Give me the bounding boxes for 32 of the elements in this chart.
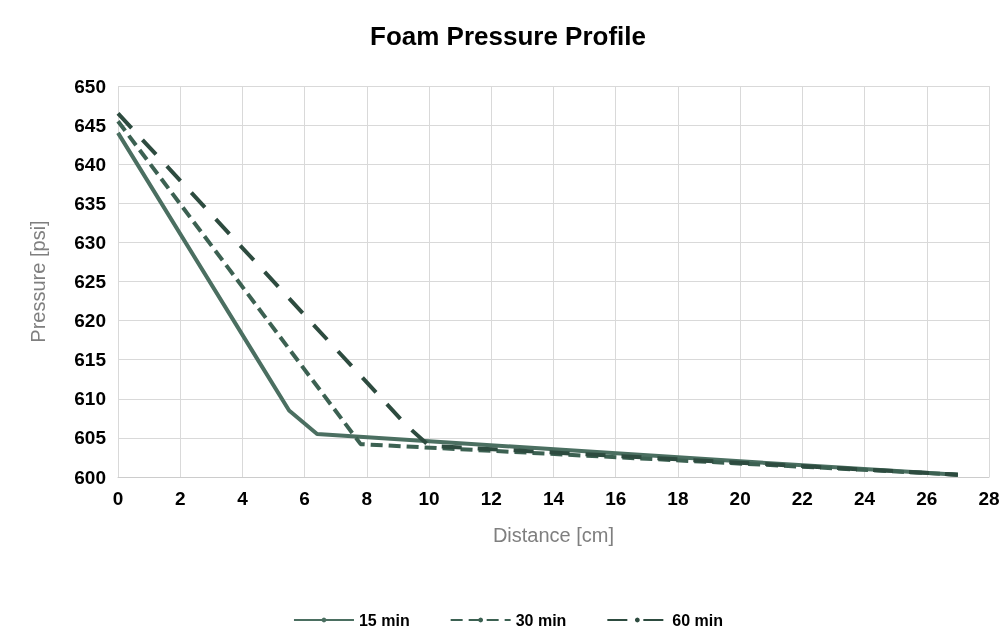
x-tick-label: 16 [605,488,627,509]
x-tick-label: 14 [542,488,565,509]
x-tick-label: 0 [112,488,124,509]
x-tick-label: 18 [667,488,689,509]
y-tick-label: 630 [74,231,106,253]
y-tick-label: 600 [74,466,106,488]
y-tick-label: 635 [74,192,107,214]
x-tick-label: 24 [854,488,876,509]
x-tick-label: 28 [978,488,1000,509]
x-tick-label: 10 [418,488,440,509]
y-tick-label: 610 [74,388,106,410]
legend-label: 60 min [672,611,724,629]
x-tick-label: 8 [361,488,373,509]
y-tick-label: 645 [74,114,107,136]
y-tick-label: 625 [74,271,107,292]
x-axis-title: Distance [cm] [492,524,615,546]
x-tick-label: 22 [791,488,813,509]
x-tick-label: 20 [729,488,751,509]
legend-label: 15 min [358,611,410,629]
y-tick-label: 640 [74,153,106,175]
y-tick-label: 650 [74,75,106,97]
y-tick-label: 615 [74,349,107,371]
chart-title: Foam Pressure Profile [370,21,646,51]
y-tick-label: 620 [74,310,106,332]
legend-label: 30 min [515,611,567,629]
y-tick-label: 605 [74,427,107,449]
x-tick-label: 12 [480,488,502,509]
x-tick-label: 2 [174,488,186,509]
x-tick-label: 26 [916,488,938,509]
x-tick-label: 6 [299,488,310,509]
x-tick-label: 4 [237,488,249,509]
y-axis-title: Pressure [psi] [27,220,49,343]
